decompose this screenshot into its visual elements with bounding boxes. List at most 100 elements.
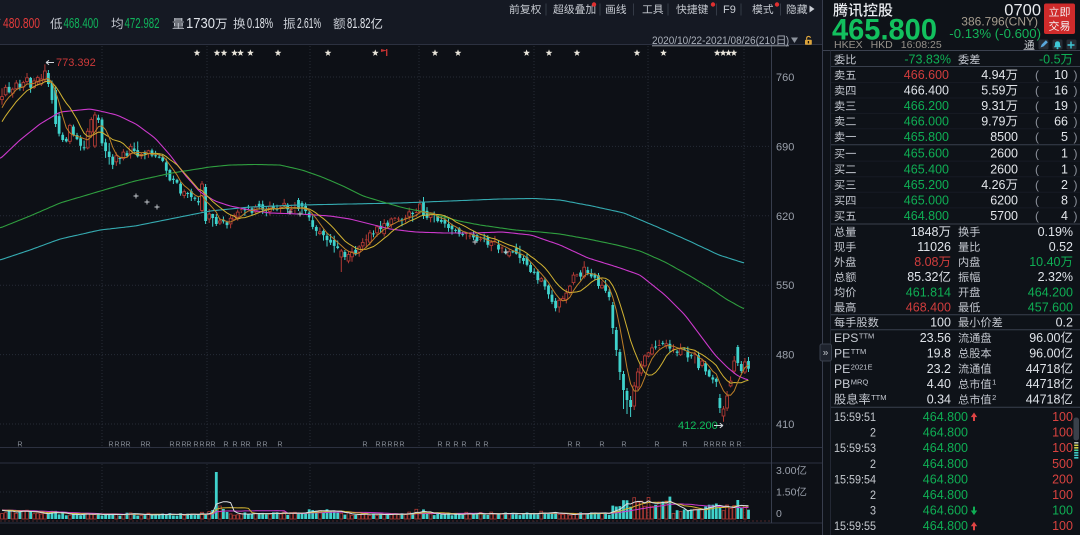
svg-text:464.800: 464.800 [923,410,968,424]
svg-text:44718: 44718 [1026,362,1061,376]
svg-text:6200: 6200 [990,194,1018,208]
svg-text:TTM: TTM [851,347,866,356]
svg-text:R: R [210,440,215,449]
svg-text:(: ( [1035,114,1039,128]
svg-text:466.200: 466.200 [904,99,949,113]
svg-text:464.600: 464.600 [923,504,968,518]
svg-text:410: 410 [776,419,794,431]
svg-text:(: ( [1035,68,1039,82]
svg-text:10: 10 [1054,68,1068,82]
svg-text:464.800: 464.800 [904,209,949,223]
svg-text:TTM: TTM [859,332,874,341]
svg-text:EPS: EPS [834,331,858,345]
svg-text:R: R [567,440,572,449]
svg-text:15:59:54: 15:59:54 [834,472,876,486]
svg-text:23.2: 23.2 [927,362,951,376]
svg-text:464.200: 464.200 [1028,285,1073,299]
svg-text:100: 100 [1052,410,1073,424]
svg-text:R: R [399,440,404,449]
svg-text:R: R [17,440,22,449]
svg-text:11026: 11026 [917,240,951,254]
svg-text:R: R [240,440,245,449]
svg-text:2.61%: 2.61% [297,16,321,32]
svg-text:): ) [1074,130,1078,144]
svg-text:1: 1 [1061,162,1068,176]
svg-text:2: 2 [870,426,876,440]
svg-text:): ) [1074,114,1078,128]
svg-text:0: 0 [776,508,782,520]
svg-text:760: 760 [776,72,794,84]
svg-text:-0.5: -0.5 [1039,53,1061,67]
svg-text:2.32%: 2.32% [1038,270,1073,284]
svg-text:4: 4 [1061,209,1068,223]
svg-text:5700: 5700 [990,209,1018,223]
svg-text:R: R [262,440,267,449]
svg-text:468.400: 468.400 [64,16,99,32]
svg-text:0.52: 0.52 [1049,240,1073,254]
svg-text:500: 500 [1052,457,1073,471]
svg-text:R: R [375,440,380,449]
svg-text:(: ( [1035,84,1039,98]
svg-text:465.000: 465.000 [904,194,949,208]
svg-text:44718: 44718 [1026,377,1061,391]
svg-text:773.392: 773.392 [56,57,96,69]
svg-text:550: 550 [776,280,794,292]
svg-text:464.800: 464.800 [923,519,968,533]
svg-text:R: R [145,440,150,449]
svg-text:461.814: 461.814 [906,285,951,299]
svg-text:R: R [599,440,604,449]
svg-text:464.800: 464.800 [923,426,968,440]
svg-text:100: 100 [930,315,951,329]
svg-text:1: 1 [992,378,996,387]
svg-text:(: ( [1035,194,1039,208]
svg-text:R: R [181,440,186,449]
svg-text:R: R [277,440,282,449]
svg-text:2600: 2600 [990,147,1018,161]
svg-text:0.18%: 0.18% [247,16,273,32]
svg-text:96.00: 96.00 [1029,331,1060,345]
svg-text:81.82: 81.82 [347,16,371,32]
svg-text:R: R [169,440,174,449]
svg-text:465.800: 465.800 [904,130,949,144]
svg-text:44718: 44718 [1026,393,1061,407]
svg-text:R: R [232,440,237,449]
svg-text:TTM: TTM [871,393,886,402]
svg-text:PB: PB [834,377,850,391]
svg-text:464.800: 464.800 [923,441,968,455]
svg-text:PE: PE [834,362,850,376]
svg-text:9.31: 9.31 [981,99,1005,113]
svg-text:): ) [786,35,789,47]
svg-text:R: R [120,440,125,449]
svg-text:): ) [1074,194,1078,208]
svg-text:R: R [709,440,714,449]
svg-text:2: 2 [870,457,876,471]
svg-text:»: » [823,348,829,359]
svg-text:R: R [140,440,145,449]
svg-text:R: R [475,440,480,449]
svg-text:480.800: 480.800 [3,16,40,32]
svg-text:3.00: 3.00 [776,465,797,477]
svg-text:16:08:25: 16:08:25 [901,39,942,51]
svg-text:96.00: 96.00 [1029,346,1060,360]
svg-text:(: ( [1035,99,1039,113]
svg-text:100: 100 [1052,441,1073,455]
svg-text:): ) [1074,162,1078,176]
svg-text:480: 480 [776,350,794,362]
svg-text:10.40: 10.40 [1029,255,1060,269]
svg-text:R: R [453,440,458,449]
svg-text:85.32: 85.32 [907,270,938,284]
svg-text:465.800: 465.800 [832,14,937,47]
svg-text:): ) [1074,209,1078,223]
svg-text:R: R [445,440,450,449]
svg-text:200: 200 [1052,472,1073,486]
svg-text:5: 5 [1061,130,1068,144]
svg-text:9.79: 9.79 [981,114,1005,128]
svg-text:(: ( [1035,209,1039,223]
svg-text:R: R [362,440,367,449]
svg-text:464.800: 464.800 [923,488,968,502]
svg-text:4.94: 4.94 [981,68,1005,82]
svg-text:): ) [1074,178,1078,192]
svg-text:620: 620 [776,211,794,223]
svg-text:R: R [381,440,386,449]
svg-text:PE: PE [834,346,850,360]
